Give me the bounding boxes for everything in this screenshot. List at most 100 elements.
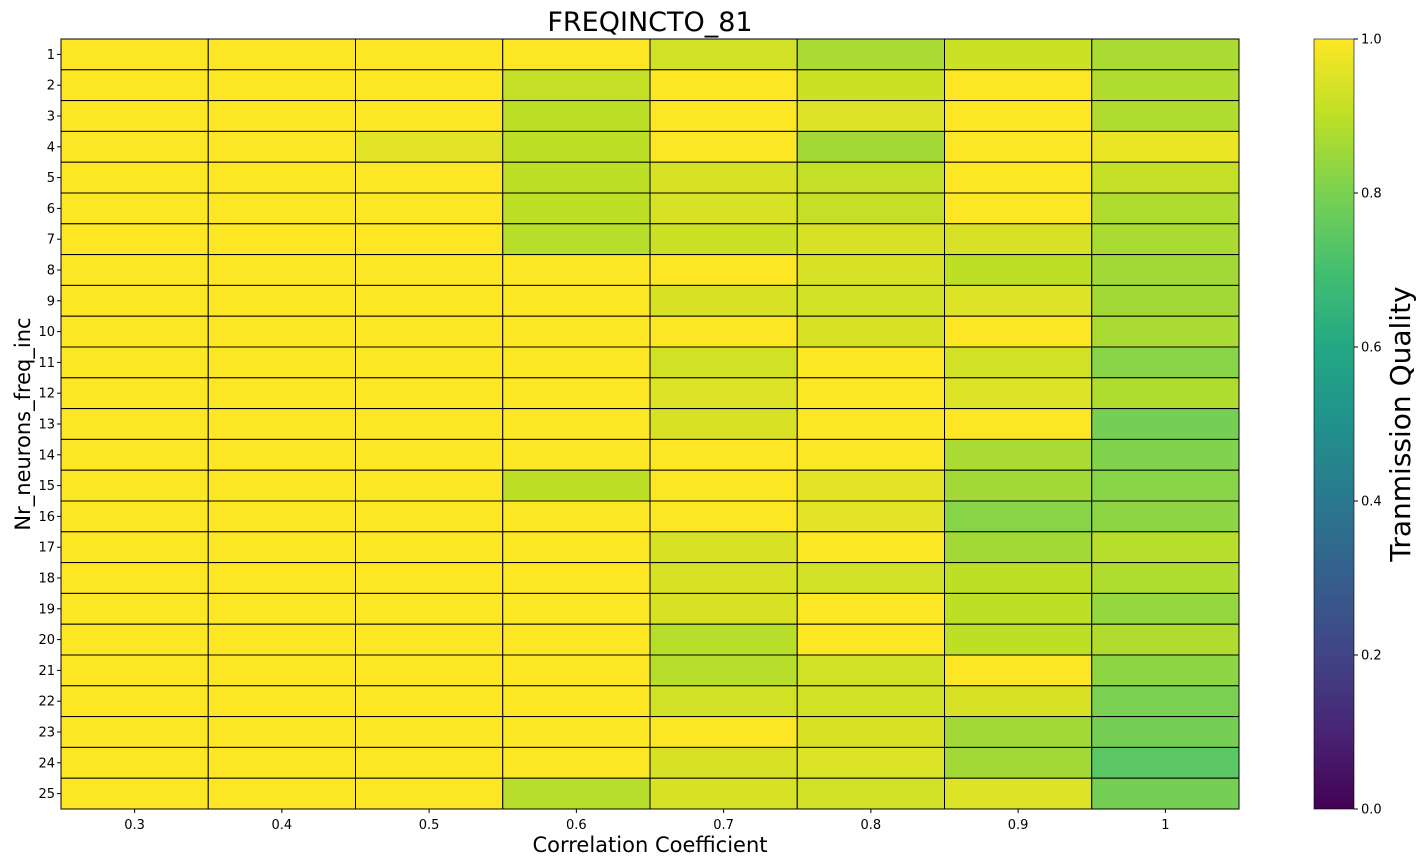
heatmap-cell xyxy=(1091,315,1240,348)
heatmap-cell xyxy=(207,284,356,317)
y-tick-label: 10 xyxy=(38,325,55,340)
heatmap-cell xyxy=(60,746,209,779)
heatmap-cell xyxy=(502,192,651,225)
heatmap-cell xyxy=(1091,377,1240,410)
heatmap-cell xyxy=(60,161,209,194)
heatmap-cell xyxy=(796,377,945,410)
heatmap-cell xyxy=(649,408,798,440)
heatmap-cell xyxy=(649,377,798,410)
heatmap-cell xyxy=(355,654,504,687)
heatmap-cell xyxy=(944,685,1093,718)
heatmap-cell xyxy=(649,469,798,502)
heatmap-cell xyxy=(207,469,356,502)
heatmap-cell xyxy=(207,716,356,748)
x-tick-label: 0.6 xyxy=(566,818,587,833)
y-tick-label: 20 xyxy=(38,633,55,648)
heatmap-cell xyxy=(502,562,651,594)
x-tick-label: 1 xyxy=(1161,818,1169,833)
heatmap-cell xyxy=(649,716,798,748)
x-tick-label: 0.7 xyxy=(713,818,734,833)
heatmap-cell xyxy=(355,500,504,533)
heatmap-cell xyxy=(207,685,356,718)
heatmap-cell xyxy=(944,254,1093,286)
heatmap-cell xyxy=(944,161,1093,194)
heatmap-cell xyxy=(944,746,1093,779)
heatmap-cell xyxy=(1091,777,1240,810)
heatmap-cell xyxy=(1091,623,1240,656)
heatmap-cell xyxy=(649,254,798,286)
heatmap-cell xyxy=(502,100,651,132)
heatmap-cell xyxy=(60,38,209,71)
y-tick-label: 11 xyxy=(38,356,55,371)
heatmap-cell xyxy=(944,469,1093,502)
heatmap-cell xyxy=(355,223,504,256)
heatmap-cell xyxy=(796,223,945,256)
heatmap-cell xyxy=(502,716,651,748)
heatmap-cell xyxy=(796,623,945,656)
heatmap-cell xyxy=(649,438,798,471)
heatmap-cell xyxy=(796,100,945,132)
y-tick-label: 19 xyxy=(38,602,55,617)
heatmap-cell xyxy=(796,130,945,163)
colorbar-tick-label: 0.8 xyxy=(1361,187,1382,202)
heatmap-cell xyxy=(796,592,945,625)
heatmap-cell xyxy=(355,284,504,317)
heatmap-cell xyxy=(502,69,651,102)
heatmap-cell xyxy=(796,531,945,564)
heatmap-cell xyxy=(944,592,1093,625)
heatmap-cell xyxy=(502,161,651,194)
heatmap-cell xyxy=(796,685,945,718)
y-tick-label: 15 xyxy=(38,479,55,494)
heatmap-cell xyxy=(944,284,1093,317)
heatmap-cell xyxy=(355,531,504,564)
y-tick-label: 2 xyxy=(47,79,55,94)
heatmap-cell xyxy=(60,562,209,594)
heatmap-cell xyxy=(1091,531,1240,564)
y-tick-label: 8 xyxy=(47,264,55,279)
heatmap-cell xyxy=(649,223,798,256)
heatmap-cell xyxy=(60,654,209,687)
heatmap-cell xyxy=(207,531,356,564)
heatmap-cell xyxy=(1091,654,1240,687)
heatmap-cell xyxy=(649,284,798,317)
heatmap-cell xyxy=(796,562,945,594)
heatmap-cell xyxy=(355,623,504,656)
y-tick-label: 18 xyxy=(38,572,55,587)
heatmap-cell xyxy=(649,623,798,656)
heatmap-cell xyxy=(944,500,1093,533)
heatmap-cell xyxy=(796,746,945,779)
heatmap-cell xyxy=(1091,562,1240,594)
heatmap-cell xyxy=(649,192,798,225)
heatmap-cell xyxy=(1091,716,1240,748)
heatmap-cell xyxy=(355,315,504,348)
heatmap-cell xyxy=(355,562,504,594)
heatmap-cell xyxy=(207,408,356,440)
heatmap-cell xyxy=(796,284,945,317)
heatmap-cell xyxy=(1091,69,1240,102)
chart-title: FREQINCTO_81 xyxy=(547,7,752,38)
y-tick-label: 16 xyxy=(38,510,55,525)
heatmap-cell xyxy=(60,408,209,440)
y-tick-label: 14 xyxy=(38,448,55,463)
heatmap-cell xyxy=(355,408,504,440)
x-tick-label: 0.9 xyxy=(1008,818,1029,833)
heatmap-cell xyxy=(355,746,504,779)
heatmap-cell xyxy=(649,562,798,594)
y-tick-label: 22 xyxy=(38,695,55,710)
heatmap-cell xyxy=(207,130,356,163)
heatmap-cell xyxy=(60,438,209,471)
heatmap-cell xyxy=(1091,685,1240,718)
heatmap-cell xyxy=(649,346,798,379)
heatmap-cell xyxy=(207,438,356,471)
heatmap-cell xyxy=(649,654,798,687)
heatmap-cell xyxy=(60,254,209,286)
heatmap-cell xyxy=(796,69,945,102)
heatmap-cell xyxy=(944,623,1093,656)
heatmap-cell xyxy=(944,438,1093,471)
heatmap-cell xyxy=(796,38,945,71)
heatmap-cell xyxy=(796,716,945,748)
heatmap-cell xyxy=(1091,500,1240,533)
heatmap-cell xyxy=(944,223,1093,256)
heatmap-cell xyxy=(207,654,356,687)
y-tick-label: 12 xyxy=(38,387,55,402)
